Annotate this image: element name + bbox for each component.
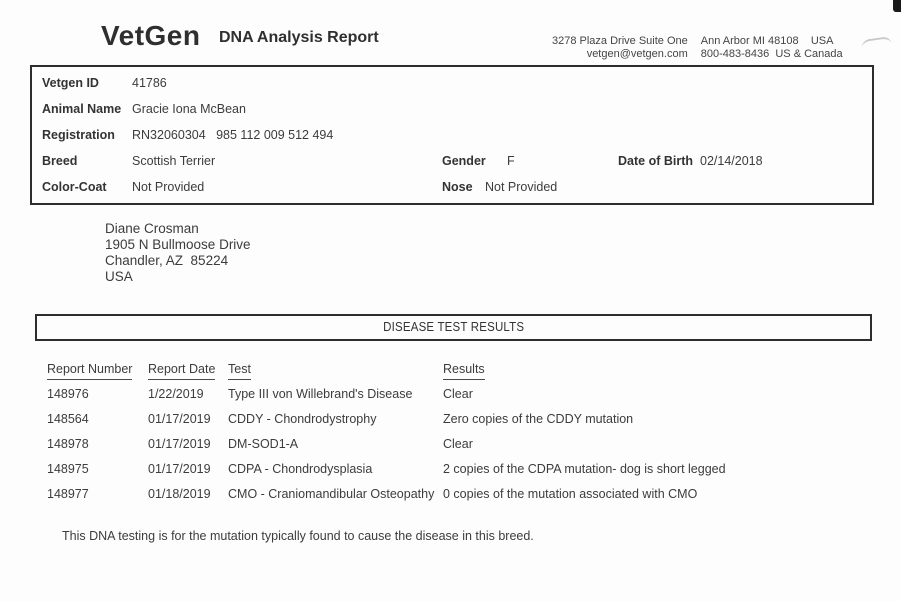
breed-value: Scottish Terrier	[132, 154, 216, 168]
report-date-cell: 01/17/2019	[148, 412, 211, 426]
brand-logo-text: VetGen	[101, 20, 201, 51]
results-cell: Clear	[443, 387, 473, 401]
report-date-cell: 1/22/2019	[148, 387, 204, 401]
results-cell: 0 copies of the mutation associated with…	[443, 487, 698, 501]
date-of-birth-value: 02/14/2018	[700, 154, 763, 168]
company-address-block: 3278 Plaza Drive Suite One Ann Arbor MI …	[552, 35, 843, 60]
table-row: 148975 01/17/2019 CDPA - Chondrodysplasi…	[30, 460, 875, 478]
disease-test-results-header: DISEASE TEST RESULTS	[35, 314, 872, 341]
address-city: Ann Arbor MI 48108 USA	[700, 35, 834, 47]
animal-name-label: Animal Name	[42, 102, 122, 116]
nose-value: Not Provided	[485, 180, 558, 194]
results-cell: Clear	[443, 437, 473, 451]
report-number-cell: 148564	[47, 412, 89, 426]
report-date-cell: 01/17/2019	[148, 462, 211, 476]
registration-value: RN32060304 985 112 009 512 494	[132, 128, 334, 142]
info-row-registration: Registration RN32060304 985 112 009 512 …	[32, 125, 872, 145]
owner-country: USA	[105, 269, 133, 284]
scan-stray-mark	[861, 35, 893, 57]
owner-street: 1905 N Bullmoose Drive	[105, 237, 251, 252]
color-coat-label: Color-Coat	[42, 180, 107, 194]
info-row-breed: Breed Scottish Terrier Gender F Date of …	[32, 151, 872, 171]
results-table-header-row: Report Number Report Date Test Results	[30, 360, 875, 380]
col-header-report-number: Report Number	[47, 360, 133, 380]
nose-label: Nose	[442, 180, 473, 194]
test-cell: CMO - Craniomandibular Osteopathy	[228, 487, 435, 501]
vetgen-id-label: Vetgen ID	[42, 76, 99, 90]
date-of-birth-label: Date of Birth	[618, 154, 693, 168]
report-number-cell: 148976	[47, 387, 89, 401]
test-cell: CDDY - Chondrodystrophy	[228, 412, 377, 426]
col-header-results: Results	[443, 360, 485, 380]
report-number-cell: 148975	[47, 462, 89, 476]
test-cell: DM-SOD1-A	[228, 437, 299, 451]
col-header-report-date: Report Date	[148, 360, 216, 380]
address-street: 3278 Plaza Drive Suite One	[552, 35, 688, 47]
table-row: 148976 1/22/2019 Type III von Willebrand…	[30, 385, 875, 403]
report-date-cell: 01/18/2019	[148, 487, 211, 501]
scan-corner-artifact	[893, 0, 901, 12]
owner-city-state-zip: Chandler, AZ 85224	[105, 253, 229, 268]
results-cell: Zero copies of the CDDY mutation	[443, 412, 634, 426]
color-coat-value: Not Provided	[132, 180, 205, 194]
results-table: Report Number Report Date Test Results 1…	[30, 356, 875, 516]
report-title: DNA Analysis Report	[219, 29, 379, 46]
test-cell: CDPA - Chondrodysplasia	[228, 462, 373, 476]
animal-name-value: Gracie Iona McBean	[132, 102, 246, 116]
results-cell: 2 copies of the CDPA mutation- dog is sh…	[443, 462, 726, 476]
address-phone: 800-483-8436 US & Canada	[700, 48, 843, 60]
animal-info-box: Vetgen ID 41786 Animal Name Gracie Iona …	[30, 65, 874, 205]
gender-label: Gender	[442, 154, 486, 168]
breed-footnote: This DNA testing is for the mutation typ…	[62, 529, 534, 543]
info-row-color-coat: Color-Coat Not Provided Nose Not Provide…	[32, 177, 872, 197]
owner-address-block: Diane Crosman 1905 N Bullmoose Drive Cha…	[105, 221, 251, 285]
info-row-vetgen-id: Vetgen ID 41786	[32, 73, 872, 93]
owner-name: Diane Crosman	[105, 221, 199, 236]
report-number-cell: 148978	[47, 437, 89, 451]
breed-label: Breed	[42, 154, 78, 168]
vetgen-id-value: 41786	[132, 76, 167, 90]
registration-label: Registration	[42, 128, 115, 142]
info-row-animal-name: Animal Name Gracie Iona McBean	[32, 99, 872, 119]
report-number-cell: 148977	[47, 487, 89, 501]
col-header-test: Test	[228, 360, 251, 380]
disease-test-results-title: DISEASE TEST RESULTS	[382, 320, 525, 334]
table-row: 148977 01/18/2019 CMO - Craniomandibular…	[30, 485, 875, 503]
test-cell: Type III von Willebrand's Disease	[228, 387, 413, 401]
report-date-cell: 01/17/2019	[148, 437, 211, 451]
table-row: 148978 01/17/2019 DM-SOD1-A Clear	[30, 435, 875, 453]
address-email: vetgen@vetgen.com	[586, 48, 688, 60]
gender-value: F	[507, 154, 515, 168]
table-row: 148564 01/17/2019 CDDY - Chondrodystroph…	[30, 410, 875, 428]
